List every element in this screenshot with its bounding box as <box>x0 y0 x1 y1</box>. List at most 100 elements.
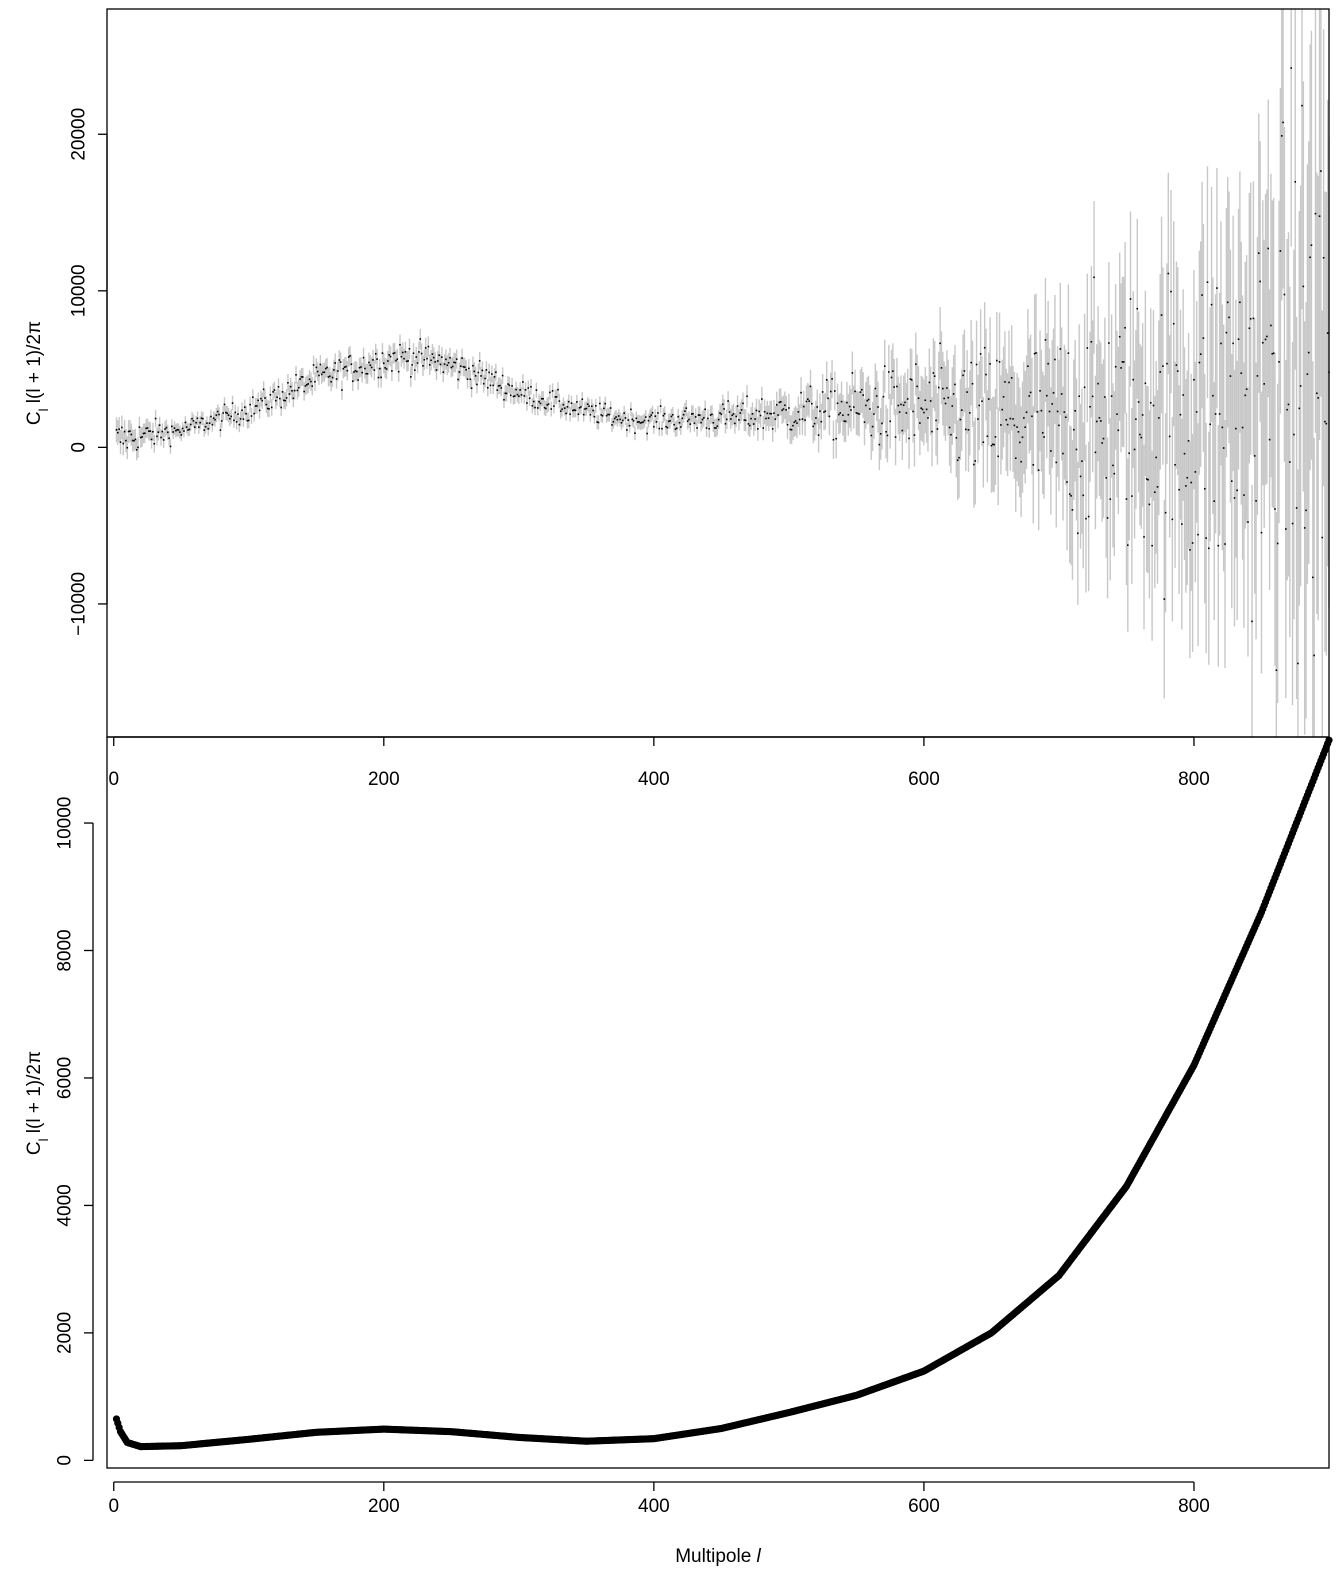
data-point <box>1059 348 1062 350</box>
data-point <box>273 389 276 391</box>
top-errorbar-layer <box>115 9 1330 737</box>
data-point <box>1225 331 1228 334</box>
data-point <box>391 370 393 372</box>
data-point <box>328 375 331 378</box>
data-point <box>1144 382 1147 385</box>
data-point <box>715 427 717 429</box>
data-point <box>1187 440 1190 442</box>
data-point <box>316 370 319 373</box>
data-point <box>605 414 608 417</box>
data-point <box>653 425 655 428</box>
data-point <box>724 422 727 425</box>
data-point <box>1136 307 1139 310</box>
data-point <box>1174 463 1176 466</box>
data-point <box>657 412 659 414</box>
data-point <box>509 394 512 397</box>
data-point <box>1051 403 1053 405</box>
top-y-title-main: C <box>24 411 45 425</box>
data-point <box>420 352 423 355</box>
data-point <box>1105 477 1108 479</box>
data-point <box>905 412 908 414</box>
data-point <box>342 367 345 370</box>
data-point <box>501 374 504 377</box>
data-point <box>428 364 431 366</box>
data-point <box>225 411 227 414</box>
data-point <box>919 422 921 424</box>
data-point <box>1262 341 1264 344</box>
data-point <box>1158 417 1160 419</box>
data-point <box>967 429 970 431</box>
data-point <box>1086 347 1089 349</box>
data-point <box>1017 431 1020 433</box>
data-point <box>1075 448 1078 451</box>
data-point <box>985 373 987 376</box>
data-point <box>1220 342 1222 345</box>
data-point <box>1054 358 1056 361</box>
data-point <box>385 368 388 370</box>
data-point <box>622 419 624 422</box>
data-point <box>1228 316 1230 319</box>
data-point <box>542 397 544 400</box>
data-point <box>561 408 563 411</box>
data-point <box>806 398 809 401</box>
data-point <box>883 365 886 367</box>
data-point <box>960 409 963 411</box>
data-point <box>1027 365 1029 367</box>
data-point <box>666 426 669 429</box>
data-point <box>844 420 847 423</box>
data-point <box>1252 317 1255 320</box>
data-point <box>743 419 746 421</box>
data-point <box>694 416 697 418</box>
data-point <box>866 399 869 402</box>
bottom-y-title-main: C <box>24 1141 45 1155</box>
data-point <box>1163 598 1166 600</box>
data-point <box>315 366 318 369</box>
data-point <box>1314 212 1317 215</box>
data-point <box>681 417 684 420</box>
data-point <box>1287 403 1290 406</box>
data-point <box>337 370 339 372</box>
data-point <box>962 374 964 377</box>
data-point <box>1047 362 1049 365</box>
data-point <box>732 413 735 415</box>
data-point <box>218 413 220 416</box>
data-point <box>793 421 796 424</box>
data-point <box>1191 542 1194 544</box>
data-point <box>939 342 941 345</box>
data-point <box>144 432 146 435</box>
data-point <box>991 443 994 446</box>
data-point <box>1286 408 1288 411</box>
data-point <box>203 429 206 431</box>
data-point <box>829 390 832 393</box>
data-point <box>821 391 824 393</box>
data-point <box>1043 436 1045 438</box>
data-point <box>1245 388 1248 390</box>
data-point <box>326 366 328 369</box>
data-point <box>1002 396 1005 398</box>
data-point <box>202 417 204 420</box>
data-point <box>477 371 480 374</box>
data-point <box>661 427 663 430</box>
data-point <box>500 387 503 389</box>
data-point <box>650 414 652 416</box>
data-point <box>476 383 478 386</box>
data-point <box>1081 460 1083 463</box>
data-point <box>642 421 644 423</box>
data-point <box>762 427 765 429</box>
data-point <box>180 434 183 436</box>
data-point <box>1085 517 1087 520</box>
data-point <box>530 385 532 388</box>
data-point <box>1255 500 1257 502</box>
data-point <box>678 421 681 424</box>
data-point <box>306 383 308 386</box>
data-point <box>378 367 381 370</box>
data-point <box>693 422 696 424</box>
data-point <box>707 417 709 420</box>
data-point <box>264 397 266 399</box>
data-point <box>1299 385 1302 387</box>
data-point <box>296 389 299 392</box>
data-point <box>912 410 914 413</box>
data-point <box>730 418 732 420</box>
data-point <box>1289 461 1291 463</box>
data-point <box>769 412 771 415</box>
